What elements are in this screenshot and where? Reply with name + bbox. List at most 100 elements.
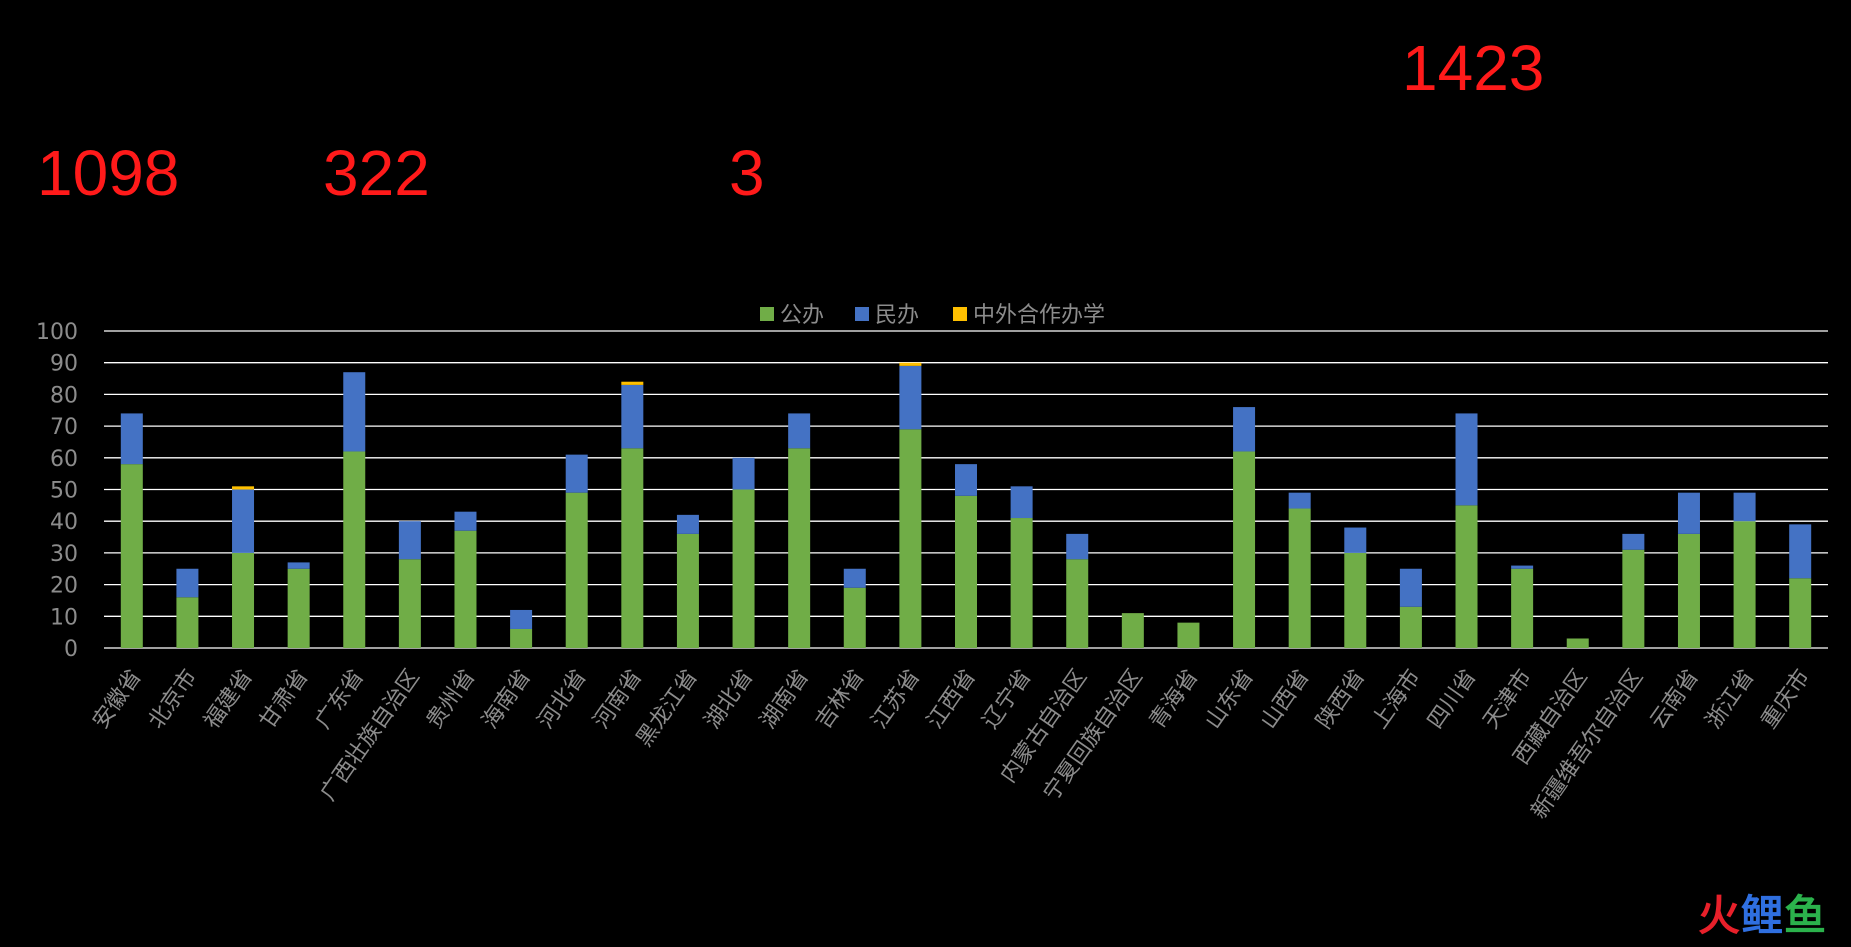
bar-segment-public [955,495,977,648]
y-axis-ticks: 0 10 20 30 40 50 60 70 80 90 100 [36,320,78,662]
bar-segment-public [1399,606,1422,648]
bar-segment-public [732,489,755,648]
watermark-logo: 火鲤鱼 [1698,882,1827,943]
bar-segment-public [1677,533,1700,648]
x-axis-ticks: 安徽省北京市福建省甘肃省广东省广西壮族自治区贵州省海南省河北省河南省黑龙江省湖北… [88,665,1815,824]
bar-segment-private [565,454,588,493]
bar-segment-private [232,489,255,553]
bars [120,362,1812,648]
headline-number-322: 322 [323,137,430,209]
bar-segment-public [1288,508,1311,648]
y-tick-label: 70 [50,415,78,440]
legend-item-public-label: 公办 [780,303,824,328]
x-tick-label: 宁夏回族自治区 [1039,665,1148,806]
x-tick-label: 辽宁省 [978,665,1036,733]
bar-segment-private [843,568,866,588]
legend-item-sino-foreign-swatch [953,307,967,321]
headline-number-1098: 1098 [37,137,180,209]
watermark-char-3: 鱼 [1783,891,1827,940]
bar-segment-private [1010,486,1033,519]
legend-item-public-swatch [760,307,774,321]
bar-segment-sino-foreign [232,486,255,490]
bar-segment-private [1066,533,1089,560]
bar-segment-private [1288,492,1311,509]
x-tick-label: 湖北省 [700,665,758,733]
bar-segment-sino-foreign [899,362,922,366]
bar-segment-public [1233,451,1256,648]
bar-segment-public [1344,552,1367,648]
bar-segment-private [1399,568,1422,607]
x-tick-label: 海南省 [478,665,536,733]
y-tick-label: 10 [50,605,78,630]
bar-segment-public [1121,613,1144,648]
bar-segment-private [732,457,755,490]
y-tick-label: 60 [50,447,78,472]
bar-segment-public [176,597,199,648]
x-tick-label: 吉林省 [811,665,869,733]
bar-segment-private [120,413,143,465]
watermark-char-1: 火 [1697,891,1741,940]
bar-segment-public [232,552,255,648]
y-tick-label: 50 [50,479,78,504]
bar-segment-private [1455,413,1478,506]
y-tick-label: 80 [50,383,78,408]
x-tick-label: 甘肃省 [255,665,313,733]
bar-segment-public [1511,568,1534,648]
x-tick-label: 浙江省 [1701,665,1759,733]
bar-segment-public [1622,549,1645,648]
y-tick-label: 100 [36,320,78,345]
bar-segment-public [1789,578,1812,648]
bar-segment-private [1789,524,1812,579]
x-tick-label: 湖南省 [756,665,814,733]
bar-segment-private [1733,492,1756,522]
x-tick-label: 四川省 [1423,665,1481,733]
x-tick-label: 江西省 [923,665,981,733]
bar-segment-private [788,413,811,449]
x-tick-label: 云南省 [1646,665,1704,733]
x-tick-label: 北京市 [144,665,202,733]
x-tick-label: 上海市 [1367,665,1425,733]
bar-segment-private [899,365,922,430]
x-tick-label: 江苏省 [867,665,925,733]
y-tick-label: 0 [64,637,78,662]
bar-segment-private [1622,533,1645,550]
bar-segment-private [676,514,699,534]
y-tick-label: 40 [50,510,78,535]
bar-segment-public [1177,622,1200,648]
x-tick-label: 安徽省 [88,665,146,733]
bar-segment-public [287,568,310,648]
legend: 公办 民办 中外合作办学 [760,303,1105,328]
bar-segment-private [1344,527,1367,553]
bar-segment-private [1233,407,1256,452]
bar-segment-public [120,464,143,648]
bar-segment-public [454,530,477,648]
x-tick-label: 天津市 [1479,665,1537,733]
x-tick-label: 广东省 [311,665,369,733]
bar-segment-public [1733,521,1756,648]
bar-segment-private [1677,492,1700,534]
x-tick-label: 山西省 [1256,665,1314,733]
bar-segment-public [843,587,866,648]
bar-segment-public [398,559,421,648]
bar-segment-private [343,372,366,452]
legend-item-private-swatch [855,307,869,321]
x-tick-label: 青海省 [1145,665,1203,733]
x-tick-label: 重庆市 [1757,665,1815,733]
bar-segment-public [1066,559,1089,648]
x-tick-label: 福建省 [200,665,258,733]
x-tick-label: 广西壮族自治区 [316,665,425,806]
bar-segment-public [510,628,533,648]
bar-segment-private [1511,565,1534,569]
y-tick-label: 30 [50,542,78,567]
x-tick-label: 陕西省 [1312,665,1370,733]
x-tick-label: 河南省 [589,665,647,733]
bar-segment-sino-foreign [621,381,644,385]
x-tick-label: 贵州省 [422,665,480,733]
x-tick-label: 山东省 [1201,665,1259,733]
bar-segment-private [621,384,644,449]
bar-segment-public [621,448,644,648]
bar-segment-public [1455,505,1478,648]
bar-segment-public [565,492,588,648]
y-tick-label: 20 [50,574,78,599]
bar-segment-public [343,451,366,648]
